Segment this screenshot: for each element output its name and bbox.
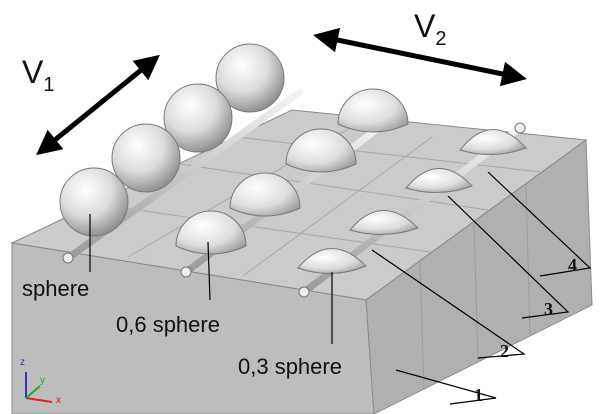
- dome03-2: [349, 210, 419, 236]
- dome06-1: [175, 210, 247, 255]
- v2-arrow: [313, 27, 527, 87]
- part-number-4: 4: [568, 255, 577, 275]
- callout-sphere-03: 0,3 sphere: [238, 354, 342, 379]
- dome06-4: [337, 88, 409, 133]
- dome03-1: [297, 248, 367, 275]
- half-domes-06: [175, 88, 409, 255]
- callout-leaders: [89, 171, 592, 405]
- sphere-2: [111, 123, 181, 193]
- axis-label-y: y: [40, 375, 45, 386]
- part-number-1: 1: [474, 385, 483, 405]
- block-front-face: [11, 242, 375, 414]
- dome06-3: [285, 128, 357, 173]
- dome03-3: [405, 168, 473, 194]
- sphere-1: [59, 167, 129, 237]
- v1-subscript: 1: [43, 74, 55, 96]
- callout-sphere-06: 0,6 sphere: [116, 312, 220, 337]
- part-number-3: 3: [544, 299, 553, 319]
- half-domes-03: [297, 129, 527, 275]
- sphere-3: [163, 83, 233, 153]
- axis-triad: [25, 372, 53, 403]
- dome03-4: [459, 129, 527, 156]
- callout-sphere: sphere: [22, 276, 90, 301]
- axis-label-z: z: [20, 357, 25, 368]
- part-number-2: 2: [500, 341, 509, 361]
- v2-label: V2: [414, 8, 447, 50]
- v1-label: V1: [22, 54, 55, 96]
- v2-subscript: 2: [435, 28, 447, 50]
- dome06-2: [229, 172, 301, 217]
- sphere-4: [215, 43, 285, 113]
- v1-arrow: [36, 54, 160, 156]
- axis-label-x: x: [56, 395, 61, 406]
